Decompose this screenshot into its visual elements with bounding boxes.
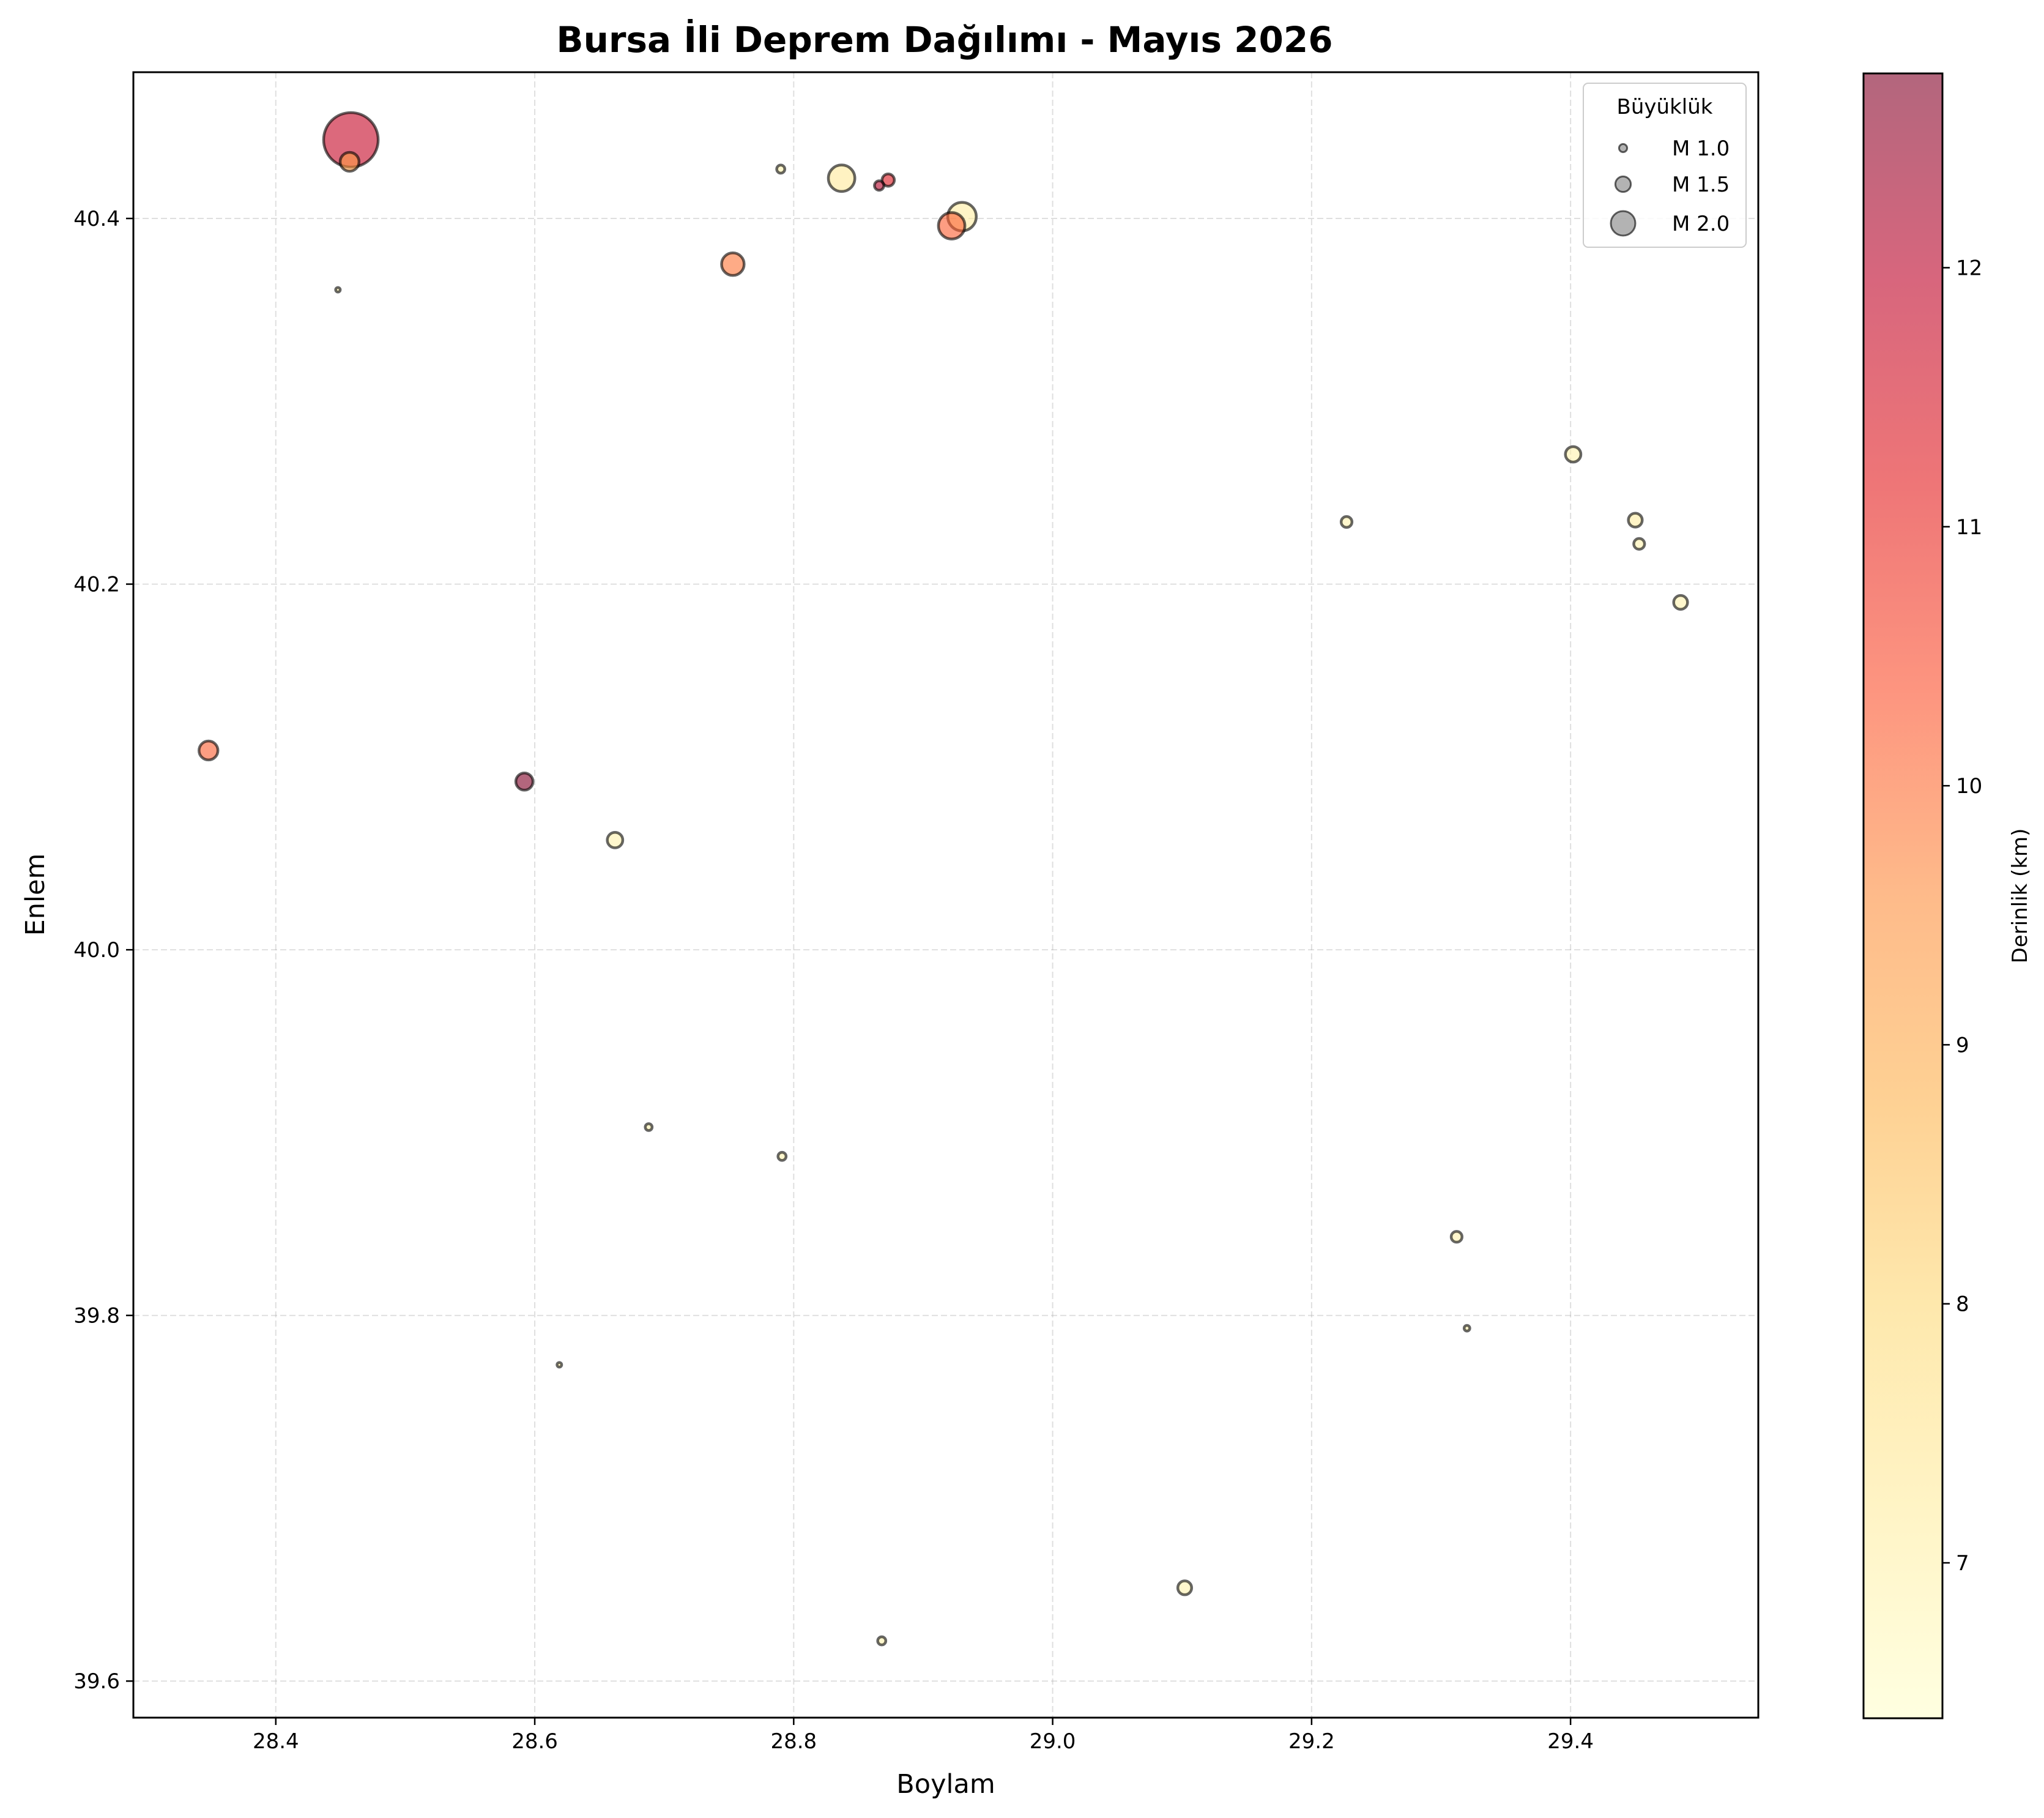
legend-entries: M 1.0 M 1.5 M 2.0: [1610, 136, 1730, 237]
earthquake-point: [556, 1361, 563, 1369]
y-tick-label: 39.6: [73, 1669, 120, 1694]
earthquake-point: [880, 172, 896, 188]
plot-frame: [132, 71, 1760, 1719]
colorbar-tick-label: 7: [1956, 1551, 1969, 1576]
legend-marker: [1614, 175, 1632, 193]
x-tick-label: 28.4: [253, 1729, 299, 1754]
legend-label: M 1.0: [1672, 136, 1730, 161]
x-axis-label: Boylam: [896, 1769, 995, 1800]
colorbar-label: Derinlik (km): [2008, 829, 2032, 964]
earthquake-point: [827, 163, 857, 193]
earthquake-point: [644, 1122, 654, 1132]
earthquake-point: [1449, 1230, 1463, 1244]
earthquake-point: [606, 830, 625, 849]
legend-title: Büyüklük: [1617, 95, 1713, 119]
x-tick-label: 29.0: [1030, 1729, 1076, 1754]
earthquake-point: [338, 151, 361, 173]
grid-lines: [133, 72, 1758, 1718]
earthquake-point: [514, 772, 535, 792]
x-axis-ticks: 28.4 28.6 28.8 29.0 29.2 29.4: [253, 1718, 1594, 1754]
legend-marker: [1618, 143, 1629, 154]
earthquake-point: [1632, 537, 1646, 551]
colorbar-tick-label: 9: [1956, 1033, 1969, 1057]
earthquake-point: [1176, 1579, 1194, 1596]
colorbar-tick-label: 8: [1956, 1292, 1969, 1317]
colorbar-frame: [1862, 72, 1944, 1719]
earthquake-point: [1627, 512, 1644, 529]
legend-label: M 1.5: [1672, 173, 1730, 197]
chart-title: Bursa İli Deprem Dağılımı - Mayıs 2026: [556, 18, 1332, 61]
earthquake-point: [198, 739, 220, 762]
y-axis-ticks: 39.6 39.8 40.0 40.2 40.4: [73, 207, 133, 1694]
data-points: [198, 111, 1689, 1647]
earthquake-point: [1462, 1324, 1471, 1333]
y-tick-label: 40.4: [73, 207, 120, 231]
y-axis-label: Enlem: [20, 854, 51, 936]
earthquake-point: [334, 286, 342, 294]
earthquake-point: [937, 211, 967, 240]
y-tick-label: 40.2: [73, 573, 120, 597]
legend-box: [1583, 83, 1747, 248]
colorbar-gradient: [1864, 73, 1942, 1718]
earthquake-point: [775, 163, 787, 175]
y-tick-label: 39.8: [73, 1304, 120, 1328]
x-tick-label: 29.4: [1547, 1729, 1594, 1754]
colorbar-tick-label: 12: [1956, 256, 1982, 280]
x-tick-label: 28.6: [511, 1729, 558, 1754]
x-tick-label: 28.8: [770, 1729, 817, 1754]
colorbar-tick-label: 11: [1956, 515, 1982, 540]
earthquake-point: [1339, 515, 1354, 529]
colorbar-ticks: 7 8 9 10 11 12: [1942, 256, 1982, 1576]
earthquake-point: [873, 179, 885, 192]
y-tick-label: 40.0: [73, 938, 120, 963]
earthquake-point: [776, 1150, 788, 1162]
x-tick-label: 29.2: [1288, 1729, 1335, 1754]
size-legend: Büyüklük M 1.0 M 1.5 M 2.0: [1583, 83, 1747, 248]
colorbar: 7 8 9 10 11 12 Derinlik (km): [1862, 72, 2032, 1719]
legend-label: M 2.0: [1672, 212, 1730, 236]
colorbar-tick-label: 10: [1956, 774, 1982, 799]
earthquake-point: [1564, 445, 1583, 464]
earthquake-point: [876, 1635, 888, 1647]
earthquake-point: [1672, 594, 1689, 611]
earthquake-point: [720, 251, 746, 277]
legend-marker: [1610, 210, 1637, 237]
